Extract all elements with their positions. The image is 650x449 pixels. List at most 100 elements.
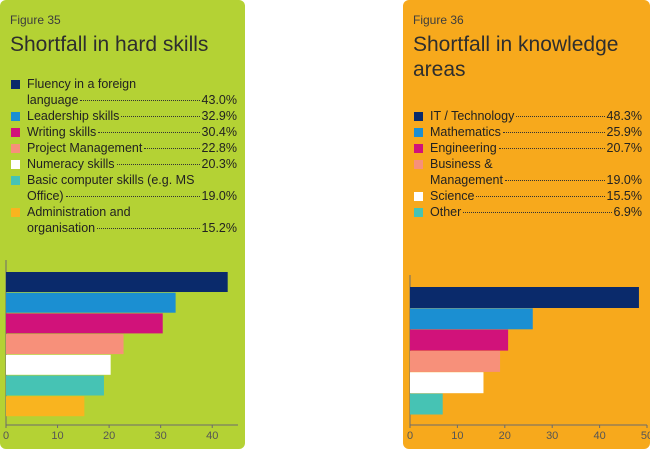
legend-value: 6.9% bbox=[613, 205, 643, 219]
legend-value: 19.0% bbox=[606, 173, 642, 187]
leader-dots bbox=[80, 100, 200, 101]
legend-swatch bbox=[11, 80, 20, 89]
legend-item: Writing skills 30.4% bbox=[10, 124, 237, 140]
legend-swatch bbox=[414, 144, 423, 153]
bar bbox=[6, 375, 104, 396]
legend-label: Fluency in a foreign bbox=[27, 77, 137, 91]
leader-dots bbox=[97, 228, 200, 229]
legend-swatch bbox=[11, 112, 20, 121]
legend-value: 30.4% bbox=[201, 125, 237, 139]
leader-dots bbox=[504, 180, 605, 181]
legend-item: IT / Technology 48.3% bbox=[413, 108, 642, 124]
legend-value: 15.2% bbox=[201, 221, 237, 235]
legend-value: 43.0% bbox=[201, 93, 237, 107]
legend-label: Science bbox=[430, 189, 475, 203]
legend-label: Management bbox=[430, 173, 503, 187]
leader-dots bbox=[116, 164, 200, 165]
figure-label: Figure 35 bbox=[10, 13, 61, 27]
bar bbox=[410, 372, 484, 394]
legend-label: Engineering bbox=[430, 141, 497, 155]
legend-value: 22.8% bbox=[201, 141, 237, 155]
legend-swatch bbox=[11, 208, 20, 217]
chart-title-line: Shortfall in knowledge bbox=[413, 33, 619, 56]
figure-36-panel: Figure 36 Shortfall in knowledge areas I… bbox=[403, 0, 650, 449]
legend-label: Office) bbox=[27, 189, 64, 203]
chart-title-line: areas bbox=[413, 58, 466, 81]
legend-swatch bbox=[414, 208, 423, 217]
x-tick-label: 40 bbox=[593, 430, 605, 442]
bar bbox=[6, 272, 228, 292]
legend-label: Leadership skills bbox=[27, 109, 120, 123]
bar bbox=[410, 350, 501, 372]
legend-item: Science 15.5% bbox=[413, 188, 642, 204]
leader-dots bbox=[144, 148, 200, 149]
x-tick-label: 0 bbox=[3, 430, 9, 442]
legend: IT / Technology 48.3% Mathematics 25.9% Engi… bbox=[413, 108, 642, 220]
legend-label: organisation bbox=[27, 221, 96, 235]
legend-item: Administration and organisation 15.2% bbox=[10, 204, 237, 236]
chart-title: Shortfall in knowledge areas bbox=[413, 32, 618, 82]
legend-label: IT / Technology bbox=[430, 109, 515, 123]
bar-chart: 0 10 20 30 40 bbox=[3, 260, 238, 442]
bar bbox=[6, 354, 111, 375]
legend-label: Project Management bbox=[27, 141, 143, 155]
legend-item: Project Management 22.8% bbox=[10, 140, 237, 156]
legend-label: language bbox=[27, 93, 79, 107]
bar bbox=[410, 329, 509, 351]
legend-swatch bbox=[11, 144, 20, 153]
legend-swatch bbox=[11, 160, 20, 169]
chart-title: Shortfall in hard skills bbox=[10, 33, 209, 56]
legend-swatch bbox=[414, 128, 423, 137]
bar bbox=[410, 308, 533, 330]
leader-dots bbox=[516, 116, 605, 117]
x-tick-label: 30 bbox=[155, 430, 167, 442]
bar bbox=[6, 313, 163, 334]
legend-item: Mathematics 25.9% bbox=[413, 124, 642, 140]
legend-label: Administration and bbox=[27, 205, 131, 219]
leader-dots bbox=[463, 212, 612, 213]
legend-value: 20.7% bbox=[606, 141, 642, 155]
x-tick-label: 0 bbox=[407, 430, 413, 442]
legend-item: Fluency in a foreign language 43.0% bbox=[10, 76, 237, 108]
bar bbox=[410, 393, 443, 415]
legend-swatch bbox=[414, 112, 423, 121]
leader-dots bbox=[121, 116, 200, 117]
leader-dots bbox=[476, 196, 605, 197]
figure-label: Figure 36 bbox=[413, 13, 464, 27]
x-tick-label: 50 bbox=[641, 430, 650, 442]
legend-item: Numeracy skills 20.3% bbox=[10, 156, 237, 172]
legend-value: 48.3% bbox=[606, 109, 642, 123]
legend-value: 32.9% bbox=[201, 109, 237, 123]
legend-value: 19.0% bbox=[201, 189, 237, 203]
figure-35-panel: Figure 35 Shortfall in hard skills Fluen… bbox=[0, 0, 245, 449]
leader-dots bbox=[502, 132, 605, 133]
leader-dots bbox=[498, 148, 605, 149]
legend-swatch bbox=[414, 160, 423, 169]
legend-value: 25.9% bbox=[606, 125, 642, 139]
legend: Fluency in a foreign language 43.0% Leaders… bbox=[10, 76, 237, 236]
x-tick-label: 10 bbox=[51, 430, 63, 442]
bar bbox=[6, 292, 176, 313]
legend-swatch bbox=[11, 176, 20, 185]
legend-label: Writing skills bbox=[27, 125, 97, 139]
legend-item: Basic computer skills (e.g. MS Office) 19.… bbox=[10, 172, 237, 204]
bar bbox=[6, 396, 85, 417]
x-tick-label: 40 bbox=[206, 430, 218, 442]
leader-dots bbox=[65, 196, 200, 197]
legend-item: Other 6.9% bbox=[413, 204, 642, 220]
legend-item: Engineering 20.7% bbox=[413, 140, 642, 156]
legend-swatch bbox=[11, 128, 20, 137]
bar bbox=[410, 287, 639, 308]
x-tick-label: 10 bbox=[451, 430, 463, 442]
legend-label: Mathematics bbox=[430, 125, 501, 139]
legend-item: Business & Management 19.0% bbox=[413, 156, 642, 188]
bar-chart: 0 10 20 30 40 50 bbox=[407, 275, 650, 442]
legend-label: Numeracy skills bbox=[27, 157, 115, 171]
x-tick-label: 20 bbox=[103, 430, 115, 442]
x-tick-label: 20 bbox=[499, 430, 511, 442]
x-tick-label: 30 bbox=[546, 430, 558, 442]
legend-swatch bbox=[414, 192, 423, 201]
legend-value: 20.3% bbox=[201, 157, 237, 171]
legend-label: Other bbox=[430, 205, 462, 219]
legend-value: 15.5% bbox=[606, 189, 642, 203]
